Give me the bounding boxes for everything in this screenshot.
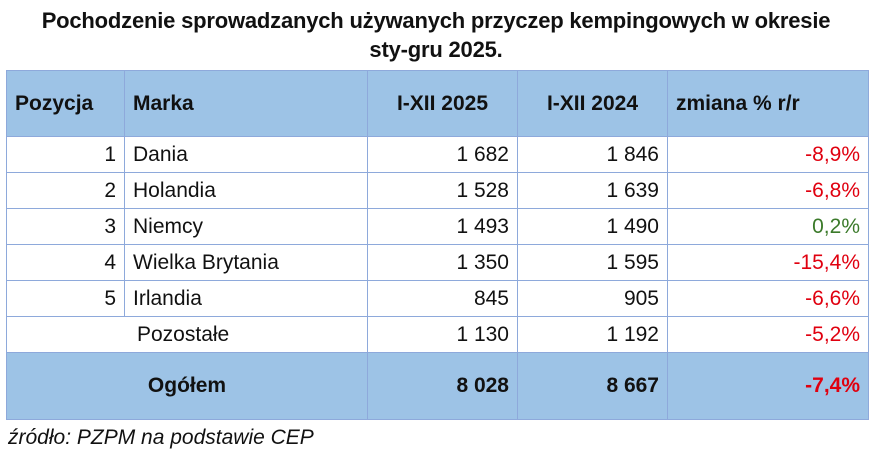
origin-table: Pozycja Marka I-XII 2025 I-XII 2024 zmia…	[6, 70, 869, 420]
cell-total-2025: 8 028	[367, 352, 518, 420]
cell-position: 5	[6, 280, 125, 317]
header-row: Pozycja Marka I-XII 2025 I-XII 2024 zmia…	[6, 70, 869, 137]
cell-2024: 1 639	[517, 172, 668, 209]
cell-2025: 1 350	[367, 244, 518, 281]
header-2024: I-XII 2024	[517, 70, 668, 137]
cell-total-label: Ogółem	[6, 352, 368, 420]
table-row: 3 Niemcy 1 493 1 490 0,2%	[6, 208, 869, 245]
table-row: 5 Irlandia 845 905 -6,6%	[6, 280, 869, 317]
total-row: Ogółem 8 028 8 667 -7,4%	[6, 352, 869, 420]
cell-2024: 905	[517, 280, 668, 317]
header-2025: I-XII 2025	[367, 70, 518, 137]
cell-change: -15,4%	[667, 244, 869, 281]
cell-other-2025: 1 130	[367, 316, 518, 353]
cell-position: 1	[6, 136, 125, 173]
source-note: źródło: PZPM na podstawie CEP	[8, 426, 314, 449]
cell-2025: 845	[367, 280, 518, 317]
cell-total-2024: 8 667	[517, 352, 668, 420]
cell-brand: Niemcy	[124, 208, 368, 245]
cell-brand: Irlandia	[124, 280, 368, 317]
cell-change: -8,9%	[667, 136, 869, 173]
cell-change: 0,2%	[667, 208, 869, 245]
header-change: zmiana % r/r	[667, 70, 869, 137]
cell-brand: Dania	[124, 136, 368, 173]
other-row: Pozostałe 1 130 1 192 -5,2%	[6, 316, 869, 353]
title-line-2: sty-gru 2025.	[369, 37, 503, 62]
cell-brand: Wielka Brytania	[124, 244, 368, 281]
cell-2024: 1 595	[517, 244, 668, 281]
cell-position: 2	[6, 172, 125, 209]
cell-change: -6,8%	[667, 172, 869, 209]
cell-2024: 1 846	[517, 136, 668, 173]
cell-2025: 1 493	[367, 208, 518, 245]
table-row: 4 Wielka Brytania 1 350 1 595 -15,4%	[6, 244, 869, 281]
cell-2024: 1 490	[517, 208, 668, 245]
table-row: 2 Holandia 1 528 1 639 -6,8%	[6, 172, 869, 209]
cell-2025: 1 528	[367, 172, 518, 209]
cell-other-change: -5,2%	[667, 316, 869, 353]
cell-change: -6,6%	[667, 280, 869, 317]
cell-other-label: Pozostałe	[6, 316, 368, 353]
cell-brand: Holandia	[124, 172, 368, 209]
header-brand: Marka	[124, 70, 368, 137]
table-row: 1 Dania 1 682 1 846 -8,9%	[6, 136, 869, 173]
cell-total-change: -7,4%	[667, 352, 869, 420]
table-title: Pochodzenie sprowadzanych używanych przy…	[0, 6, 872, 64]
header-position: Pozycja	[6, 70, 125, 137]
cell-other-2024: 1 192	[517, 316, 668, 353]
cell-position: 3	[6, 208, 125, 245]
cell-position: 4	[6, 244, 125, 281]
cell-2025: 1 682	[367, 136, 518, 173]
title-line-1: Pochodzenie sprowadzanych używanych przy…	[41, 8, 831, 33]
